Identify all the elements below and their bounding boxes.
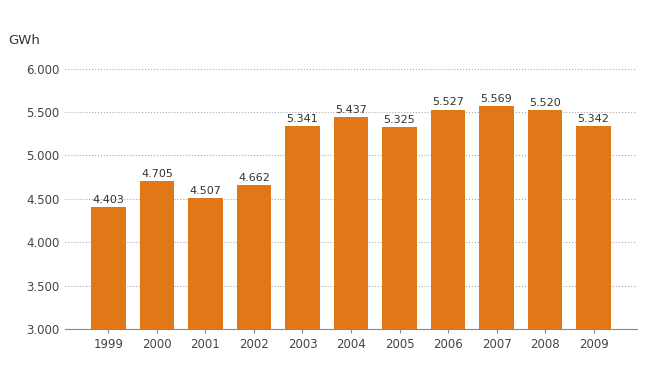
Bar — [430, 110, 465, 370]
Text: 4.507: 4.507 — [190, 186, 222, 196]
Text: 5.437: 5.437 — [335, 105, 367, 115]
Text: 5.342: 5.342 — [578, 114, 610, 124]
Bar — [91, 207, 126, 370]
Bar — [479, 106, 514, 370]
Bar — [285, 126, 320, 370]
Text: 4.403: 4.403 — [92, 195, 124, 205]
Text: 5.520: 5.520 — [529, 98, 561, 108]
Text: 4.662: 4.662 — [238, 173, 270, 183]
Text: 4.705: 4.705 — [141, 169, 173, 179]
Bar — [528, 110, 562, 370]
Bar — [237, 185, 272, 370]
Bar — [140, 181, 174, 370]
Text: 5.325: 5.325 — [384, 115, 415, 125]
Bar — [333, 117, 369, 370]
Text: GWh: GWh — [8, 34, 40, 47]
Text: 5.527: 5.527 — [432, 97, 464, 107]
Text: 5.341: 5.341 — [287, 114, 318, 124]
Text: 5.569: 5.569 — [480, 94, 512, 104]
Bar — [382, 127, 417, 370]
Bar — [188, 198, 223, 370]
Bar — [576, 126, 611, 370]
